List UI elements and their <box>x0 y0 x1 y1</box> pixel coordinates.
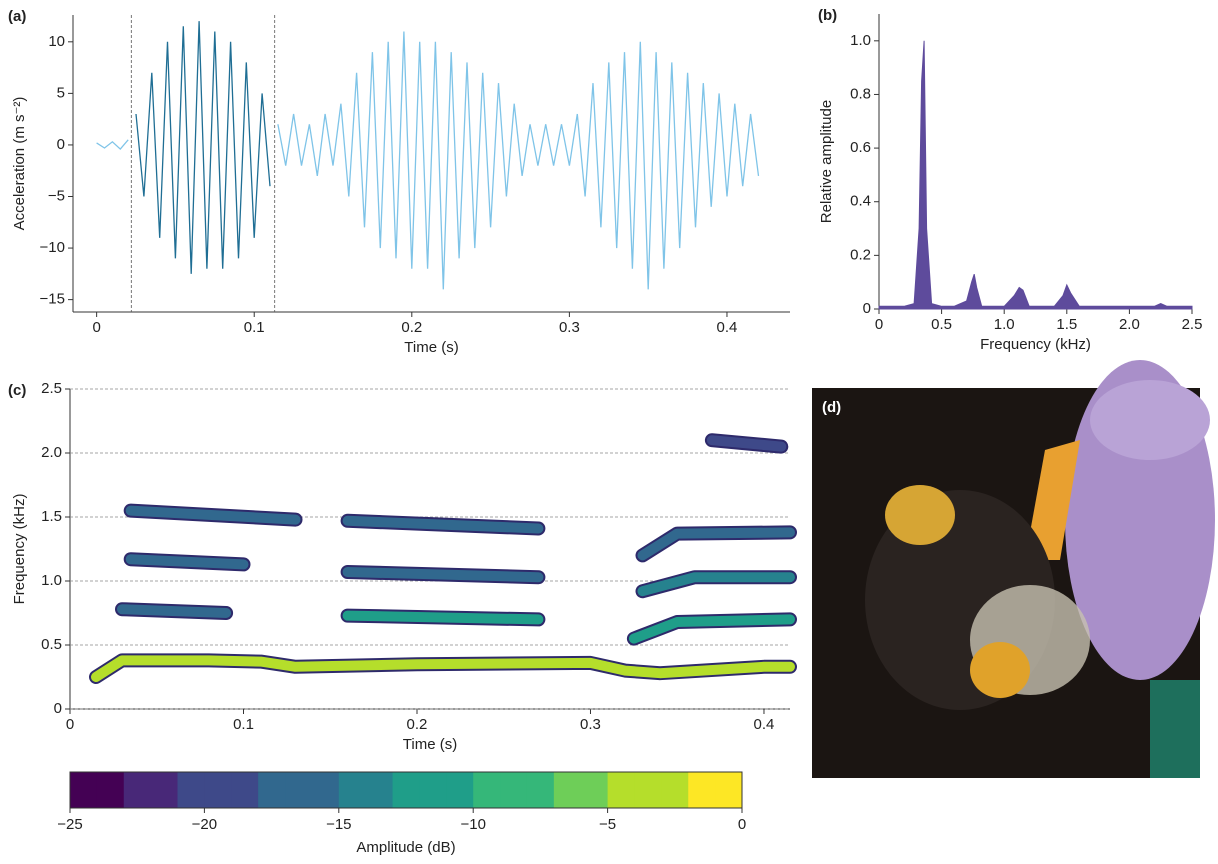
colorbar-step <box>258 772 286 808</box>
colorbar-step <box>123 772 152 808</box>
x-axis-label: Frequency (kHz) <box>980 336 1091 353</box>
y-tick-label: 1.0 <box>850 32 871 49</box>
bee-stripe <box>885 485 955 545</box>
panel-label: (d) <box>822 399 841 416</box>
x-tick-label: 0.3 <box>559 319 580 336</box>
panel-label: (b) <box>818 7 837 24</box>
x-tick-label: 0.2 <box>401 319 422 336</box>
colorbar-step <box>419 772 447 808</box>
y-tick-label: −10 <box>40 239 65 256</box>
x-tick-label: 0.3 <box>580 716 601 733</box>
x-tick-label: 0 <box>92 319 100 336</box>
colorbar-step <box>607 772 635 808</box>
y-tick-label: 0.2 <box>850 246 871 263</box>
waveform <box>96 139 129 151</box>
x-tick-label: 2.0 <box>1119 316 1140 333</box>
panel-label: (c) <box>8 382 26 399</box>
flower-petal <box>1090 380 1210 460</box>
y-tick-label: 10 <box>48 33 65 50</box>
x-tick-label: 0.1 <box>233 716 254 733</box>
y-axis-label: Acceleration (m s⁻²) <box>11 97 28 231</box>
colorbar-step <box>70 772 98 808</box>
colorbar-step <box>204 772 232 808</box>
colorbar-step <box>96 772 125 808</box>
colorbar-step <box>231 772 259 808</box>
spectral-track <box>637 572 795 597</box>
spectral-track <box>125 554 249 570</box>
spectral-track <box>342 610 544 625</box>
y-tick-label: 0 <box>863 300 871 317</box>
colorbar-step <box>661 772 689 808</box>
x-tick-label: 0 <box>875 316 883 333</box>
colorbar-tick-label: −10 <box>460 816 485 833</box>
colorbar-step <box>580 772 609 808</box>
colorbar-step <box>285 772 313 808</box>
colorbar-step <box>715 772 743 808</box>
y-tick-label: 2.0 <box>41 444 62 461</box>
spectral-track <box>91 655 795 682</box>
colorbar-step <box>150 772 179 808</box>
y-axis-label: Frequency (kHz) <box>11 494 28 605</box>
y-tick-label: 5 <box>57 84 65 101</box>
colorbar-step <box>553 772 582 808</box>
colorbar-tick-label: −25 <box>57 816 82 833</box>
x-tick-label: 0.4 <box>717 319 738 336</box>
x-tick-label: 1.5 <box>1056 316 1077 333</box>
colorbar-step <box>177 772 205 808</box>
x-tick-label: 0.4 <box>754 716 775 733</box>
colorbar-step <box>473 772 501 808</box>
x-tick-label: 1.0 <box>994 316 1015 333</box>
y-tick-label: 1.0 <box>41 572 62 589</box>
y-tick-label: 0 <box>54 700 62 717</box>
x-axis-label: Time (s) <box>404 339 458 356</box>
spectral-track <box>628 614 795 644</box>
photo: (d) <box>812 360 1215 778</box>
colorbar-step <box>634 772 662 808</box>
colorbar-step <box>392 772 420 808</box>
colorbar-step <box>526 772 555 808</box>
x-tick-label: 2.5 <box>1182 316 1203 333</box>
colorbar-tick-label: −15 <box>326 816 351 833</box>
panel-label: (a) <box>8 8 26 25</box>
spectrum-area <box>878 40 1193 310</box>
colorbar-step <box>500 772 528 808</box>
colorbar-frame <box>69 771 743 809</box>
y-tick-label: 0.6 <box>850 139 871 156</box>
bee-stripe <box>970 642 1030 698</box>
y-tick-label: 0.5 <box>41 636 62 653</box>
colorbar-tick-label: 0 <box>738 816 746 833</box>
colorbar-label: Amplitude (dB) <box>356 839 455 856</box>
x-tick-label: 0.2 <box>407 716 428 733</box>
waveform <box>135 21 271 274</box>
y-tick-label: 0 <box>57 136 65 153</box>
y-tick-label: −5 <box>48 187 65 204</box>
anther <box>1025 440 1080 560</box>
y-axis-label: Relative amplitude <box>818 100 835 223</box>
spectral-track <box>117 604 232 618</box>
colorbar-tick-label: −5 <box>599 816 616 833</box>
y-tick-label: 2.5 <box>41 380 62 397</box>
colorbar-step <box>365 772 394 808</box>
colorbar-step <box>338 772 367 808</box>
colorbar-step <box>446 772 474 808</box>
y-tick-label: 1.5 <box>41 508 62 525</box>
spectral-track <box>342 567 544 583</box>
y-tick-label: −15 <box>40 291 65 308</box>
y-tick-label: 0.8 <box>850 85 871 102</box>
waveform <box>277 31 760 290</box>
spectral-track <box>125 505 301 525</box>
x-axis-label: Time (s) <box>403 736 457 753</box>
leaf <box>1150 680 1200 778</box>
colorbar-tick-label: −20 <box>192 816 217 833</box>
y-tick-label: 0.4 <box>850 193 871 210</box>
spectral-track <box>637 527 795 561</box>
spectral-track <box>706 435 787 452</box>
x-tick-label: 0.1 <box>244 319 265 336</box>
colorbar-step <box>688 772 716 808</box>
x-tick-label: 0 <box>66 716 74 733</box>
colorbar-step <box>311 772 340 808</box>
spectral-track <box>342 515 544 534</box>
x-tick-label: 0.5 <box>931 316 952 333</box>
